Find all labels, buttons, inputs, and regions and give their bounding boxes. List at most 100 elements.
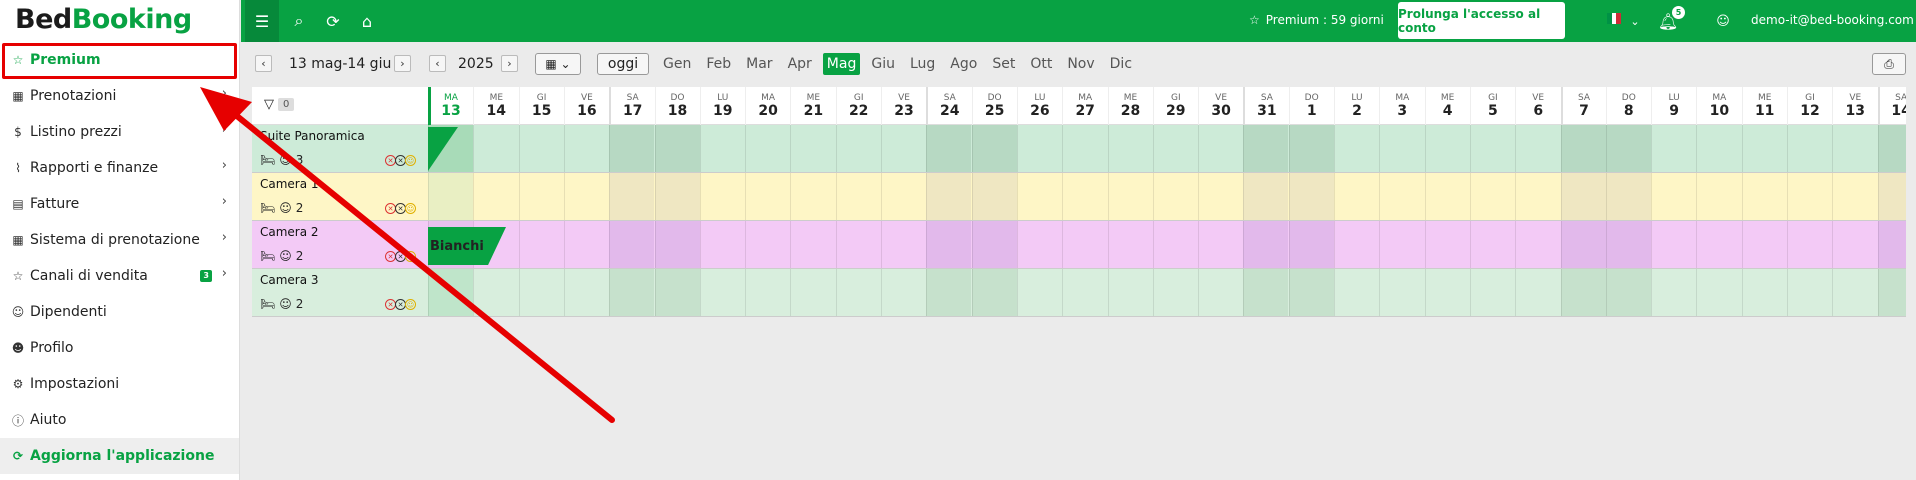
day-cell[interactable] xyxy=(1605,221,1651,268)
day-cell[interactable] xyxy=(881,221,926,268)
day-cell[interactable] xyxy=(926,173,972,220)
day-header[interactable]: ME 14 xyxy=(473,87,518,125)
day-cell[interactable] xyxy=(1288,221,1334,268)
day-cell[interactable] xyxy=(518,269,564,316)
day-header[interactable]: SA 17 xyxy=(609,87,654,125)
day-cell[interactable] xyxy=(971,173,1017,220)
day-header[interactable]: SA 14 xyxy=(1877,87,1906,125)
sidebar-item-dipendenti[interactable]: ☺ Dipendenti xyxy=(0,294,239,330)
next-range-button[interactable]: › xyxy=(394,55,411,72)
month-tab-apr[interactable]: Apr xyxy=(787,56,812,72)
day-cell[interactable] xyxy=(1832,221,1877,268)
day-cell[interactable] xyxy=(745,221,790,268)
room-name[interactable]: Camera 3 xyxy=(260,273,319,287)
sidebar-item-premium[interactable]: ☆ Premium xyxy=(0,42,239,78)
day-cell[interactable] xyxy=(835,221,881,268)
day-cell[interactable] xyxy=(1424,125,1470,172)
sidebar-item-fatture[interactable]: ▤ Fatture › xyxy=(0,186,239,222)
day-cell[interactable] xyxy=(1379,173,1424,220)
day-cell[interactable] xyxy=(971,125,1017,172)
day-cell[interactable] xyxy=(1107,269,1153,316)
day-cell[interactable] xyxy=(1379,125,1424,172)
day-cell[interactable] xyxy=(1877,125,1906,172)
prev-year-button[interactable]: ‹ xyxy=(429,55,446,72)
day-cell[interactable] xyxy=(428,173,473,220)
day-cell[interactable] xyxy=(926,269,972,316)
day-cell[interactable] xyxy=(1515,173,1560,220)
day-cell[interactable] xyxy=(835,173,881,220)
month-tab-ago[interactable]: Ago xyxy=(950,56,978,72)
day-header[interactable]: DO 25 xyxy=(971,87,1017,125)
day-cell[interactable] xyxy=(1469,173,1515,220)
day-header[interactable]: SA 24 xyxy=(926,87,971,125)
day-header[interactable]: GI 5 xyxy=(1469,87,1515,125)
day-header[interactable]: DO 8 xyxy=(1605,87,1651,125)
day-cell[interactable] xyxy=(609,269,655,316)
day-cell[interactable] xyxy=(1651,173,1696,220)
day-cell[interactable] xyxy=(654,221,700,268)
day-cell[interactable] xyxy=(1107,125,1153,172)
day-header[interactable]: LU 26 xyxy=(1016,87,1062,125)
day-cell[interactable] xyxy=(1062,125,1107,172)
sidebar-item-prenotazioni[interactable]: ▦ Prenotazioni › xyxy=(0,78,239,114)
day-header[interactable]: VE 13 xyxy=(1832,87,1877,125)
day-cell[interactable] xyxy=(745,125,790,172)
day-cell[interactable] xyxy=(881,125,926,172)
day-cell[interactable] xyxy=(1243,125,1289,172)
day-header[interactable]: SA 31 xyxy=(1243,87,1288,125)
clean-status-icon[interactable]: ☺ xyxy=(405,251,416,262)
day-cell[interactable] xyxy=(1469,269,1515,316)
day-cell[interactable] xyxy=(1062,269,1107,316)
day-cell[interactable] xyxy=(1288,173,1334,220)
day-header[interactable]: GI 15 xyxy=(518,87,564,125)
extend-access-button[interactable]: Prolunga l'accesso al conto xyxy=(1398,2,1565,39)
day-cell[interactable] xyxy=(1288,269,1334,316)
day-cell[interactable] xyxy=(473,269,518,316)
home-icon[interactable]: ⌂ xyxy=(361,11,373,31)
room-name[interactable]: Camera 1 xyxy=(260,177,319,191)
day-cell[interactable] xyxy=(1469,125,1515,172)
day-cell[interactable] xyxy=(881,173,926,220)
day-cell[interactable] xyxy=(699,125,745,172)
day-cell[interactable] xyxy=(1787,125,1832,172)
day-header[interactable]: VE 30 xyxy=(1198,87,1243,125)
logo[interactable]: BedBooking xyxy=(0,0,239,42)
day-cell[interactable] xyxy=(1696,269,1741,316)
day-header[interactable]: ME 28 xyxy=(1107,87,1153,125)
day-cell[interactable] xyxy=(1424,269,1470,316)
sidebar-item-aiuto[interactable]: ⓘ Aiuto xyxy=(0,402,239,438)
day-cell[interactable] xyxy=(1696,173,1741,220)
day-cell[interactable] xyxy=(1152,221,1198,268)
room-name[interactable]: Suite Panoramica xyxy=(260,129,365,143)
sidebar-item-canali-di-vendita[interactable]: ☆ Canali di vendita 3 › xyxy=(0,258,239,294)
day-cell[interactable] xyxy=(609,221,655,268)
day-cell[interactable] xyxy=(1832,173,1877,220)
day-cell[interactable] xyxy=(1787,269,1832,316)
day-header[interactable]: MA 3 xyxy=(1379,87,1424,125)
day-header[interactable]: GI 22 xyxy=(835,87,881,125)
room-name[interactable]: Camera 2 xyxy=(260,225,319,239)
chevron-down-icon[interactable]: ⌄ xyxy=(1630,14,1640,28)
day-cell[interactable] xyxy=(881,269,926,316)
day-cell[interactable] xyxy=(699,269,745,316)
sidebar-item-aggiorna-l-applicazione[interactable]: ⟳ Aggiorna l'applicazione xyxy=(0,438,239,474)
day-cell[interactable] xyxy=(1741,125,1787,172)
month-tab-gen[interactable]: Gen xyxy=(663,56,692,72)
day-header[interactable]: VE 6 xyxy=(1515,87,1560,125)
day-cell[interactable] xyxy=(1560,173,1606,220)
month-tab-dic[interactable]: Dic xyxy=(1109,56,1133,72)
day-cell[interactable] xyxy=(563,269,609,316)
day-header[interactable]: ME 11 xyxy=(1741,87,1787,125)
day-cell[interactable] xyxy=(790,125,835,172)
day-cell[interactable] xyxy=(473,125,518,172)
day-cell[interactable] xyxy=(1243,269,1289,316)
month-tab-set[interactable]: Set xyxy=(992,56,1016,72)
day-cell[interactable] xyxy=(1741,269,1787,316)
day-cell[interactable] xyxy=(609,173,655,220)
day-cell[interactable] xyxy=(518,173,564,220)
day-header[interactable]: SA 7 xyxy=(1560,87,1606,125)
month-tab-mar[interactable]: Mar xyxy=(746,56,773,72)
day-cell[interactable] xyxy=(926,125,972,172)
day-cell[interactable] xyxy=(699,221,745,268)
day-cell[interactable] xyxy=(790,221,835,268)
